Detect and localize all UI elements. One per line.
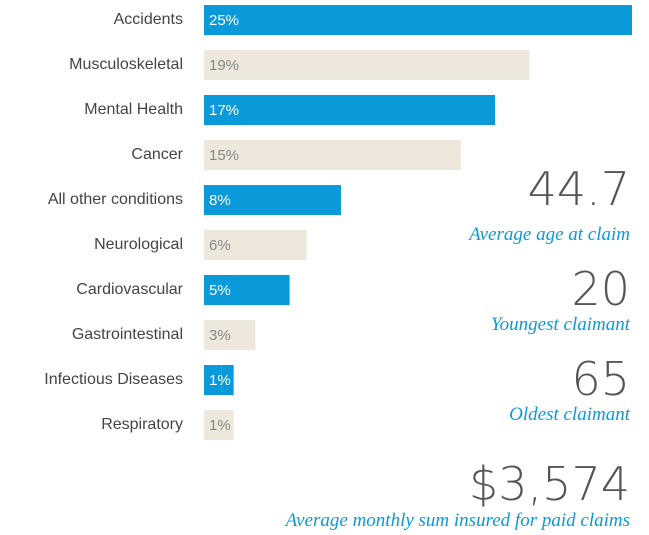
category-label: All other conditions bbox=[48, 191, 183, 208]
category-label: Accidents bbox=[114, 11, 183, 28]
value-label: 5% bbox=[209, 282, 231, 299]
stat-value: 20 bbox=[571, 262, 630, 316]
value-label: 1% bbox=[209, 372, 231, 389]
stat-value: 44.7 bbox=[528, 162, 630, 216]
category-label: Respiratory bbox=[101, 416, 183, 433]
bar bbox=[204, 275, 290, 305]
bar bbox=[204, 365, 222, 395]
value-label: 17% bbox=[209, 102, 239, 119]
value-label: 25% bbox=[209, 12, 239, 29]
stat-label: Average age at claim bbox=[467, 224, 630, 245]
category-label: Infectious Diseases bbox=[44, 371, 183, 388]
stat-label: Oldest claimant bbox=[509, 404, 631, 425]
stat-value: $3,574 bbox=[469, 457, 630, 511]
value-label: 15% bbox=[209, 147, 239, 164]
label-pad bbox=[221, 410, 234, 440]
category-label: Musculoskeletal bbox=[69, 56, 183, 73]
bar bbox=[204, 320, 256, 350]
value-label: 1% bbox=[209, 417, 231, 434]
label-pad bbox=[221, 365, 234, 395]
stat-label: Average monthly sum insured for paid cla… bbox=[284, 510, 630, 531]
bar bbox=[204, 140, 461, 170]
bar bbox=[204, 230, 307, 260]
category-label: Cancer bbox=[131, 146, 183, 163]
category-label: Neurological bbox=[94, 236, 183, 253]
stat-value: 65 bbox=[571, 352, 630, 406]
value-label: 6% bbox=[209, 237, 231, 254]
bar bbox=[204, 95, 496, 125]
stat-label: Youngest claimant bbox=[491, 314, 631, 335]
bar bbox=[204, 185, 341, 215]
category-label: Cardiovascular bbox=[76, 281, 183, 298]
category-label: Mental Health bbox=[84, 101, 183, 118]
bar bbox=[204, 410, 222, 440]
bar bbox=[204, 50, 530, 80]
value-label: 19% bbox=[209, 57, 239, 74]
value-label: 3% bbox=[209, 327, 231, 344]
value-label: 8% bbox=[209, 192, 231, 209]
category-label: Gastrointestinal bbox=[72, 326, 183, 343]
bar bbox=[204, 5, 632, 35]
